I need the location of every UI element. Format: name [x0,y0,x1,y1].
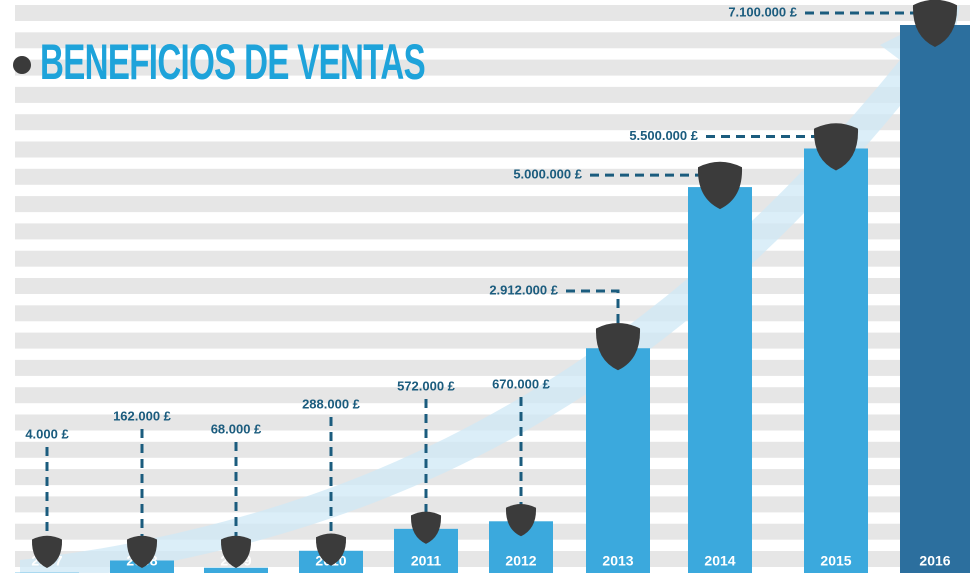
badge [315,533,347,566]
bar [586,348,650,573]
x-tick-label: 2011 [411,553,442,569]
leader-line [566,289,620,337]
badge [126,535,158,568]
value-label: 68.000 £ [211,421,262,436]
value-label: 288.000 £ [302,396,361,411]
stripe [15,114,970,131]
bar [804,148,868,573]
x-tick-label: 2013 [602,553,633,569]
badge [505,504,537,537]
badge [912,0,958,47]
stripe [15,86,970,103]
bar [900,25,970,573]
chart-title: BENEFICIOS DE VENTAS [40,34,425,90]
badge [697,161,743,210]
bar [204,567,268,573]
value-label: 670.000 £ [492,376,551,391]
value-label: 5.000.000 £ [513,167,582,182]
stripe [15,59,970,76]
x-tick-label: 2012 [505,553,536,569]
badge [813,123,859,171]
stripe [15,5,970,21]
value-label: 4.000 £ [25,426,69,441]
title-bullet [13,56,31,74]
value-label: 162.000 £ [113,408,172,423]
badge [31,535,63,568]
value-label: 7.100.000 £ [728,4,797,19]
stripe [15,141,970,158]
value-label: 5.500.000 £ [629,128,698,143]
value-label: 2.912.000 £ [489,282,558,297]
x-tick-label: 2016 [919,553,950,569]
x-tick-label: 2015 [820,553,851,569]
x-tick-label: 2014 [704,553,735,569]
badge [410,511,442,544]
value-label: 572.000 £ [397,378,456,393]
stripe [15,32,970,49]
bar [688,187,752,573]
badge [595,322,641,371]
badge [220,535,252,568]
